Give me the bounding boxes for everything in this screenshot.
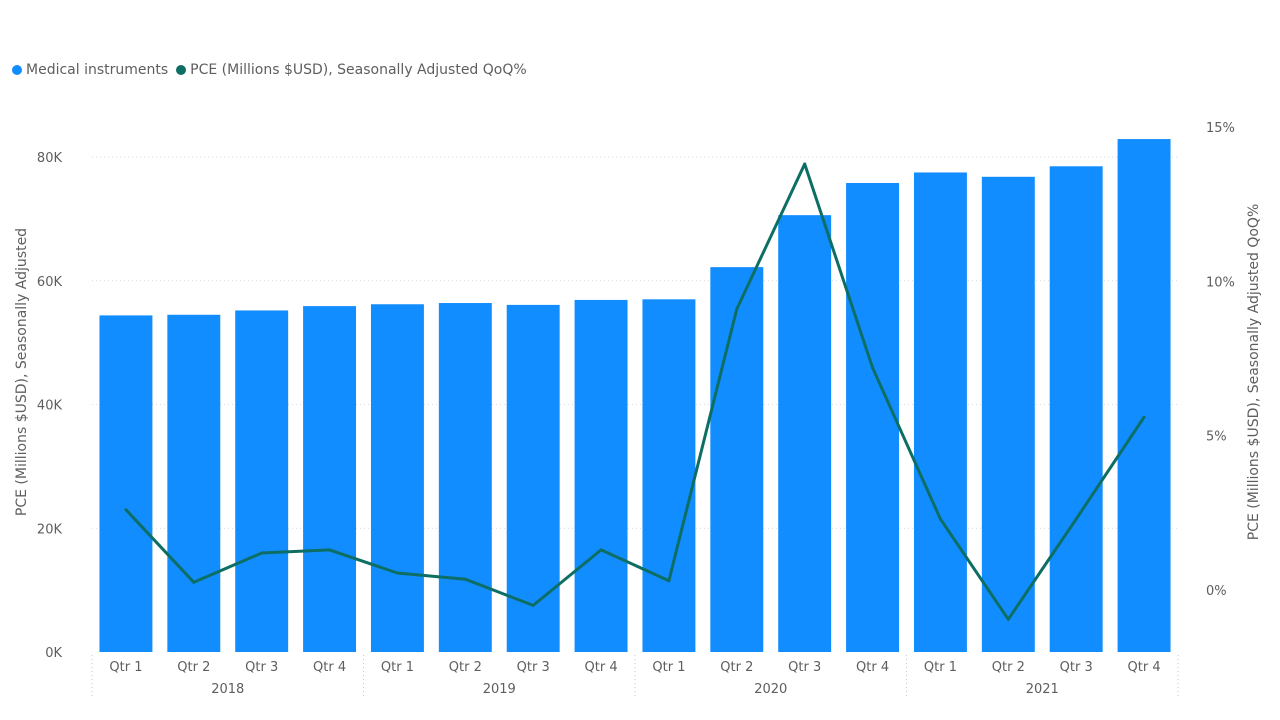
y-right-tick-label-3: 15% [1206, 121, 1235, 136]
x-tick-label-2: Qtr 3 [245, 660, 278, 675]
x-year-label-1: 2019 [483, 682, 516, 697]
y-left-tick-label-4: 80K [37, 151, 63, 166]
bar-11 [846, 182, 900, 653]
x-year-label-0: 2018 [211, 682, 244, 697]
y-left-axis-title: PCE (Millions $USD), Seasonally Adjusted [14, 228, 30, 516]
qoq-point-2 [260, 551, 264, 555]
y-left-tick-label-1: 20K [37, 522, 63, 537]
x-tick-label-10: Qtr 3 [788, 660, 821, 675]
x-tick-label-11: Qtr 4 [856, 660, 889, 675]
x-tick-label-14: Qtr 3 [1060, 660, 1093, 675]
x-tick-label-13: Qtr 2 [992, 660, 1025, 675]
qoq-point-0 [124, 508, 128, 512]
qoq-point-9 [735, 307, 739, 311]
x-year-label-2: 2020 [754, 682, 787, 697]
qoq-point-7 [599, 548, 603, 552]
y-right-tick-label-1: 5% [1206, 430, 1227, 445]
legend-marker-bar [12, 65, 22, 75]
legend-item-qoq[interactable]: PCE (Millions $USD), Seasonally Adjusted… [176, 62, 527, 78]
qoq-point-13 [1006, 617, 1010, 621]
x-tick-label-8: Qtr 1 [652, 660, 685, 675]
legend-label-bar: Medical instruments [26, 62, 169, 78]
bar-4 [370, 304, 424, 652]
x-tick-label-15: Qtr 4 [1128, 660, 1161, 675]
y-left-tick-label-0: 0K [45, 646, 62, 661]
qoq-point-3 [328, 548, 332, 552]
legend-label-line: PCE (Millions $USD), Seasonally Adjusted… [190, 62, 527, 78]
qoq-point-6 [531, 603, 535, 607]
legend-marker-line [176, 65, 187, 75]
x-tick-label-6: Qtr 3 [517, 660, 550, 675]
bar-14 [1049, 166, 1103, 652]
bar-1 [167, 314, 221, 652]
x-year-label-3: 2021 [1026, 682, 1059, 697]
bar-7 [574, 299, 628, 652]
bar-15 [1117, 139, 1171, 652]
qoq-point-4 [395, 571, 399, 575]
qoq-point-8 [667, 579, 671, 583]
qoq-point-10 [803, 162, 807, 166]
legend: Medical instruments PCE (Millions $USD),… [12, 62, 535, 78]
y-right-tick-label-2: 10% [1206, 275, 1235, 290]
x-tick-label-0: Qtr 1 [109, 660, 142, 675]
qoq-point-12 [938, 517, 942, 521]
bar-6 [506, 304, 560, 652]
x-tick-label-3: Qtr 4 [313, 660, 346, 675]
bar-8 [642, 299, 696, 652]
x-tick-label-5: Qtr 2 [449, 660, 482, 675]
legend-item-medical-instruments[interactable]: Medical instruments [12, 62, 168, 78]
bar-13 [981, 176, 1035, 653]
x-tick-label-9: Qtr 2 [720, 660, 753, 675]
y-left-tick-label-3: 60K [37, 275, 63, 290]
x-tick-label-7: Qtr 4 [585, 660, 618, 675]
qoq-point-1 [192, 580, 196, 584]
bar-5 [438, 303, 492, 652]
qoq-point-11 [871, 366, 875, 370]
bar-3 [303, 306, 357, 652]
bar-2 [235, 310, 289, 652]
y-right-axis-title: PCE (Millions $USD), Seasonally Adjusted… [1246, 204, 1262, 541]
y-left-tick-label-2: 40K [37, 399, 63, 414]
qoq-point-14 [1074, 517, 1078, 521]
x-tick-label-1: Qtr 2 [177, 660, 210, 675]
bar-0 [99, 315, 153, 652]
x-tick-label-4: Qtr 1 [381, 660, 414, 675]
qoq-line [124, 162, 1146, 621]
qoq-point-5 [463, 577, 467, 581]
bar-10 [778, 215, 832, 652]
x-tick-label-12: Qtr 1 [924, 660, 957, 675]
bar-12 [913, 172, 967, 652]
bar-9 [710, 267, 764, 652]
y-right-tick-label-0: 0% [1206, 584, 1227, 599]
qoq-point-15 [1142, 415, 1146, 419]
